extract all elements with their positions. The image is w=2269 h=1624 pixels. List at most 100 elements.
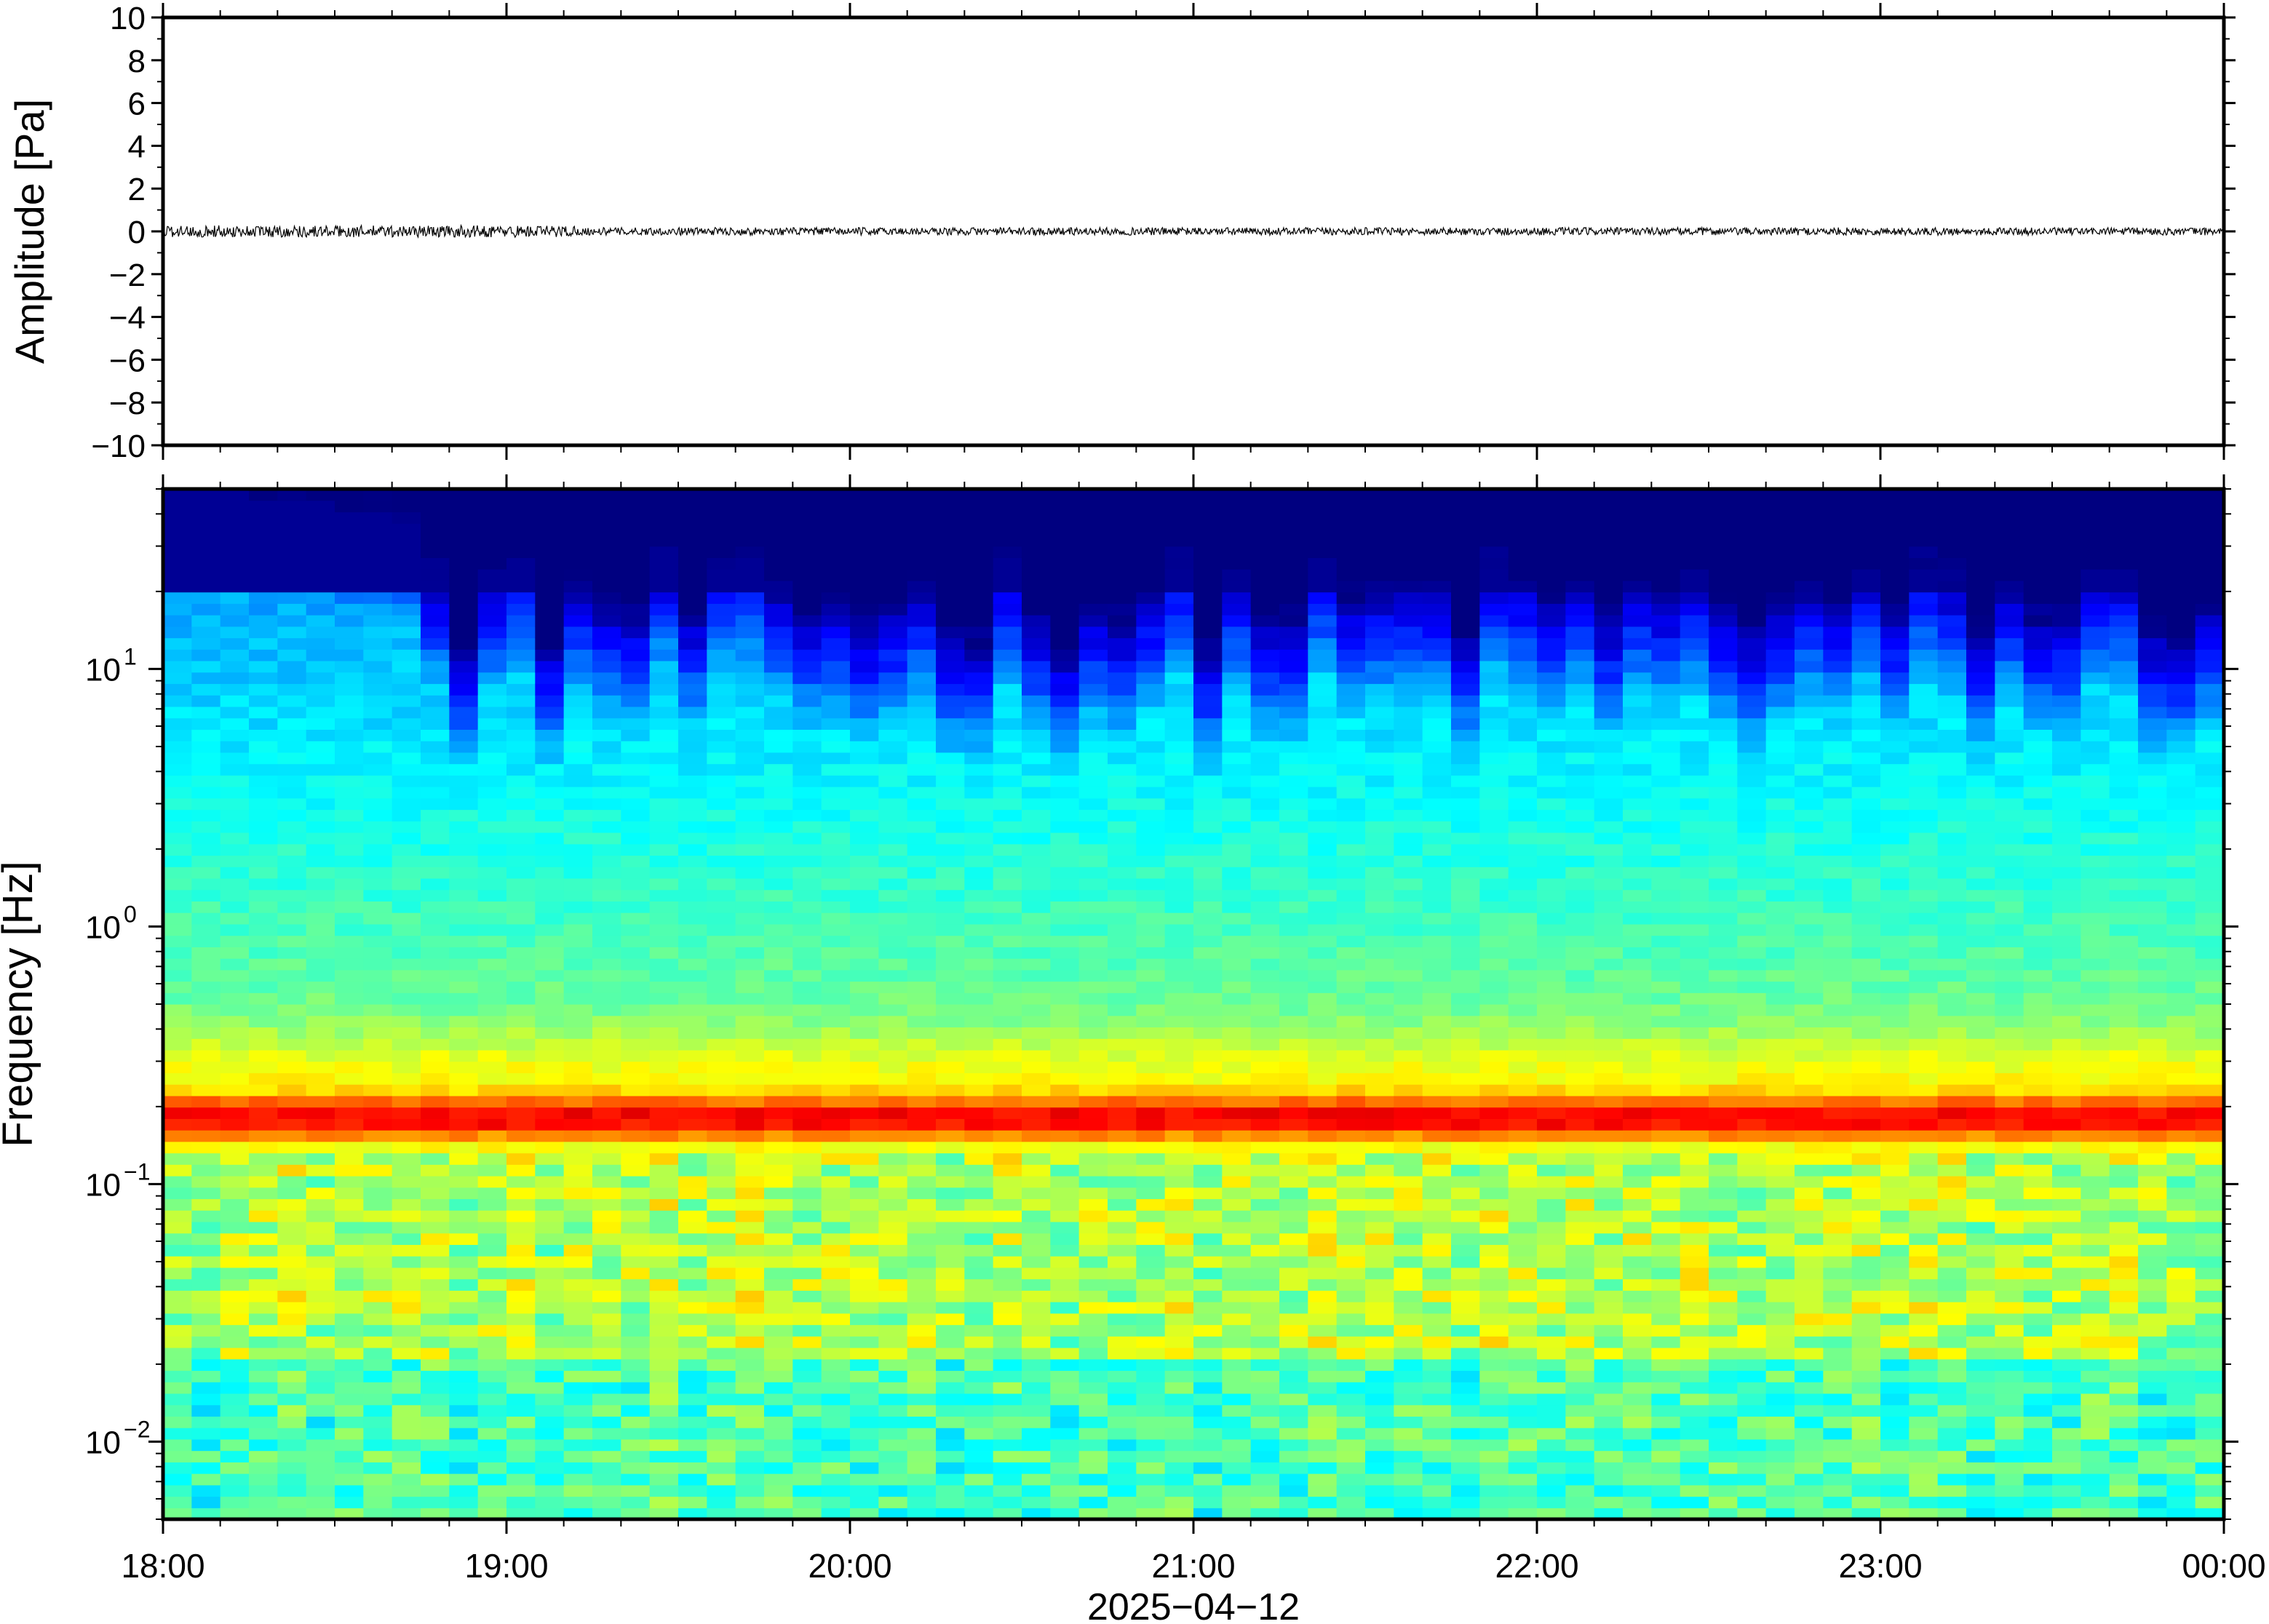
- spectrogram-cell: [563, 603, 593, 616]
- spectrogram-cell: [735, 981, 765, 993]
- spectrogram-cell: [1479, 1302, 1509, 1314]
- spectrogram-cell: [1108, 901, 1137, 913]
- spectrogram-cell: [1308, 763, 1338, 776]
- spectrogram-cell: [964, 1244, 994, 1257]
- spectrogram-cell: [392, 1324, 421, 1337]
- spectrogram-cell: [678, 741, 707, 753]
- spectrogram-cell: [1078, 1027, 1108, 1039]
- spectrogram-cell: [163, 1290, 192, 1302]
- spectrogram-cell: [964, 1450, 994, 1462]
- spectrogram-cell: [1279, 1256, 1308, 1268]
- spectrogram-cell: [421, 947, 450, 959]
- spectrogram-cell: [850, 935, 879, 947]
- spectrogram-cell: [592, 1118, 621, 1131]
- spectrogram-cell: [1394, 1153, 1423, 1165]
- spectrogram-cell: [850, 1278, 879, 1291]
- spectrogram-cell: [277, 1404, 307, 1417]
- spectrogram-cell: [907, 855, 937, 867]
- spectrogram-cell: [1279, 1072, 1308, 1085]
- spectrogram-cell: [1308, 1290, 1338, 1302]
- spectrogram-cell: [678, 672, 707, 685]
- spectrogram-cell: [1050, 821, 1080, 833]
- spectrogram-cell: [1336, 1496, 1366, 1508]
- spectrogram-cell: [993, 981, 1022, 993]
- spectrogram-cell: [1479, 797, 1509, 811]
- spectrogram-cell: [220, 992, 250, 1005]
- spectrogram-cell: [707, 1233, 736, 1245]
- spectrogram-cell: [1164, 1393, 1194, 1406]
- spectrogram-cell: [1336, 787, 1366, 799]
- spectrogram-cell: [1479, 1176, 1509, 1188]
- spectrogram-cell: [449, 729, 479, 741]
- spectrogram-cell: [1451, 1267, 1480, 1280]
- spectrogram-cell: [1508, 1428, 1538, 1440]
- spectrogram-cell: [1050, 843, 1080, 856]
- spectrogram-cell: [764, 1244, 793, 1257]
- spectrogram-cell: [1336, 923, 1366, 936]
- spectrogram-cell: [1479, 1382, 1509, 1394]
- spectrogram-cell: [735, 1313, 765, 1326]
- spectrogram-cell: [1479, 1233, 1509, 1245]
- spectrogram-cell: [678, 1210, 707, 1222]
- spectrogram-cell: [1623, 1438, 1652, 1452]
- spectrogram-cell: [449, 1107, 479, 1119]
- spectrogram-cell: [1336, 832, 1366, 845]
- spectrogram-cell: [1250, 1508, 1280, 1520]
- spectrogram-cell: [1193, 672, 1223, 685]
- spectrogram-cell: [1365, 1038, 1394, 1051]
- spectrogram-cell: [649, 649, 679, 661]
- spectrogram-cell: [592, 1176, 621, 1188]
- spectrogram-cell: [878, 1484, 908, 1497]
- spectrogram-cell: [707, 592, 736, 604]
- spectrogram-cell: [477, 1290, 507, 1302]
- spectrogram-cell: [1451, 489, 1480, 501]
- spectrogram-cell: [392, 1004, 421, 1016]
- spectrogram-cell: [764, 787, 793, 799]
- spectrogram-cell: [277, 787, 307, 799]
- spectrogram-cell: [878, 947, 908, 959]
- spectrogram-cell: [277, 775, 307, 787]
- spectrogram-cell: [964, 763, 994, 776]
- spectrogram-cell: [735, 661, 765, 673]
- spectrogram-cell: [1308, 1210, 1338, 1222]
- spectrogram-cell: [1565, 912, 1595, 925]
- spectrogram-cell: [1565, 706, 1595, 719]
- spectrogram-cell: [392, 1404, 421, 1417]
- spectrogram-cell: [964, 832, 994, 845]
- spectrogram-cell: [1594, 1130, 1624, 1142]
- spectrogram-cell: [363, 1164, 393, 1177]
- spectrogram-cell: [1680, 580, 1709, 593]
- spectrogram-cell: [1136, 867, 1166, 879]
- spectrogram-cell: [1394, 1348, 1423, 1360]
- spectrogram-cell: [1623, 821, 1652, 833]
- spectrogram-cell: [220, 1210, 250, 1222]
- spectrogram-cell: [1164, 1278, 1194, 1291]
- spectrogram-cell: [506, 1393, 536, 1406]
- spectrogram-cell: [1479, 672, 1509, 685]
- spectrogram-cell: [1193, 889, 1223, 901]
- spectrogram-cell: [1651, 1061, 1681, 1073]
- spectrogram-cell: [649, 1049, 679, 1062]
- spectrogram-cell: [964, 534, 994, 547]
- spectrogram-cell: [1193, 923, 1223, 936]
- spectrogram-cell: [592, 877, 621, 891]
- spectrogram-cell: [392, 626, 421, 639]
- spectrogram-cell: [792, 1267, 822, 1280]
- spectrogram-cell: [1651, 672, 1681, 685]
- spectrogram-cell: [1365, 1302, 1394, 1314]
- spectrogram-cell: [249, 1438, 278, 1452]
- spectrogram-cell: [506, 1324, 536, 1337]
- spectrogram-cell: [1594, 717, 1624, 730]
- spectrogram-cell: [1422, 912, 1452, 925]
- spectrogram-cell: [1279, 523, 1308, 536]
- spectrogram-cell: [1680, 1118, 1709, 1131]
- spectrogram-cell: [1336, 763, 1366, 776]
- spectrogram-cell: [1078, 523, 1108, 536]
- spectrogram-cell: [792, 901, 822, 913]
- spectrogram-cell: [707, 821, 736, 833]
- spectrogram-cell: [1479, 1107, 1509, 1119]
- spectrogram-cell: [936, 821, 965, 833]
- spectrogram-cell: [649, 1324, 679, 1337]
- spectrogram-cell: [535, 1244, 565, 1257]
- spectrogram-cell: [249, 855, 278, 867]
